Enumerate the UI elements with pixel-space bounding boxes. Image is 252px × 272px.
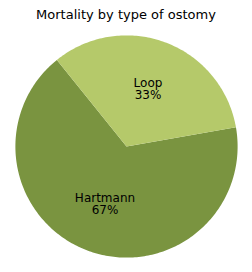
svg-text:Loop33%: Loop33% bbox=[134, 76, 163, 102]
svg-text:Hartmann67%: Hartmann67% bbox=[75, 191, 135, 217]
html-text:Mortality by type of ostomy: Mortality by type of ostomy bbox=[36, 7, 216, 22]
